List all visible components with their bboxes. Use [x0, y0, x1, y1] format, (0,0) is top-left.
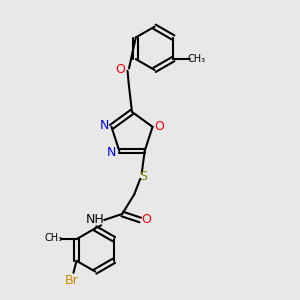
Text: Br: Br — [65, 274, 79, 287]
Text: N: N — [107, 146, 116, 159]
Text: N: N — [99, 119, 109, 132]
Text: CH₃: CH₃ — [187, 54, 206, 64]
Text: O: O — [154, 120, 164, 133]
Text: NH: NH — [86, 214, 105, 226]
Text: CH₃: CH₃ — [44, 233, 62, 243]
Text: S: S — [139, 170, 147, 183]
Text: O: O — [141, 214, 151, 226]
Text: O: O — [115, 63, 125, 76]
